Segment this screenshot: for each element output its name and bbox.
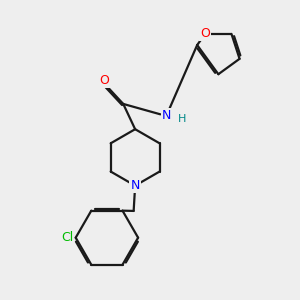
Text: N: N xyxy=(162,109,171,122)
Text: N: N xyxy=(130,179,140,192)
Text: O: O xyxy=(99,74,109,87)
Text: Cl: Cl xyxy=(61,231,74,244)
Text: O: O xyxy=(200,27,210,40)
Text: H: H xyxy=(178,114,186,124)
